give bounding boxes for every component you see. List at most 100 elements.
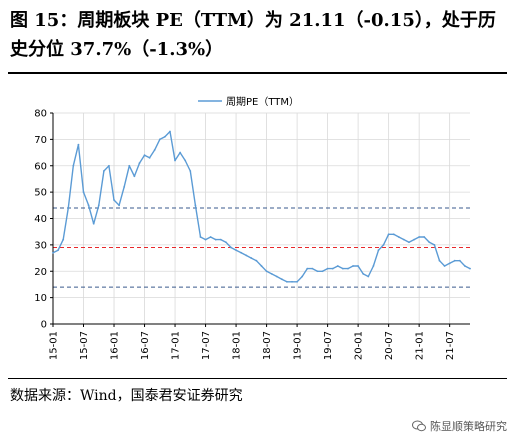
watermark: 陈显顺策略研究 xyxy=(412,418,507,434)
data-point xyxy=(57,249,59,252)
data-point xyxy=(397,236,400,238)
data-point xyxy=(153,149,156,151)
data-point xyxy=(341,267,344,270)
data-point xyxy=(87,204,90,207)
data-point xyxy=(209,236,212,238)
y-tick-label: 50 xyxy=(34,188,47,199)
line-chart: 0 10 20 30 40 50 60 70 80 15-01 15-07 16-01 16-07 17… xyxy=(0,80,515,375)
data-point xyxy=(255,259,258,262)
wechat-icon xyxy=(412,420,426,432)
data-point xyxy=(102,170,105,172)
data-point xyxy=(438,259,441,262)
data-point xyxy=(443,265,446,267)
data-point xyxy=(128,164,131,167)
data-point xyxy=(92,222,95,225)
data-point xyxy=(428,241,431,244)
data-point xyxy=(52,251,54,254)
data-point xyxy=(260,265,263,267)
y-tick-label: 70 xyxy=(34,135,47,146)
y-tick-label: 80 xyxy=(34,109,47,120)
data-point xyxy=(377,249,380,252)
data-point xyxy=(250,257,253,259)
data-point xyxy=(418,236,421,238)
data-point xyxy=(72,164,75,167)
data-point xyxy=(123,185,126,188)
data-point xyxy=(286,280,288,283)
y-tick-label: 0 xyxy=(41,320,47,331)
x-tick-label: 15-07 xyxy=(79,331,90,360)
data-point xyxy=(413,238,415,241)
data-point xyxy=(113,199,115,201)
data-point xyxy=(245,254,248,257)
data-point xyxy=(372,265,375,267)
y-tick-label: 60 xyxy=(34,161,47,172)
data-point xyxy=(306,267,309,270)
data-point xyxy=(189,170,192,172)
data-point xyxy=(387,233,390,236)
data-point xyxy=(143,154,146,157)
data-point xyxy=(118,204,121,207)
x-tick-label: 18-01 xyxy=(232,331,243,360)
watermark-text: 陈显顺策略研究 xyxy=(430,420,507,433)
data-point xyxy=(62,238,65,241)
legend-label: 周期PE（TTM） xyxy=(226,96,299,108)
data-point xyxy=(219,238,222,241)
x-tick-labels: 15-01 15-07 16-01 16-07 17-01 17-07 18-01 18-07… xyxy=(49,331,457,360)
data-point xyxy=(336,265,339,267)
data-point xyxy=(392,233,395,236)
data-point xyxy=(433,243,436,246)
data-point xyxy=(362,272,365,275)
x-tick-label: 17-01 xyxy=(171,331,182,360)
data-point xyxy=(311,267,314,270)
axes xyxy=(50,112,470,327)
y-tick-label: 10 xyxy=(34,293,47,304)
x-tick-label: 17-07 xyxy=(201,331,212,360)
data-point xyxy=(148,156,151,159)
data-point xyxy=(367,275,370,278)
x-tick-label: 19-07 xyxy=(323,331,334,360)
data-point xyxy=(402,238,405,241)
data-point xyxy=(77,143,80,146)
data-point xyxy=(179,151,182,154)
source-note: 数据来源：Wind，国泰君安证券研究 xyxy=(10,388,243,404)
top-rule xyxy=(8,72,507,74)
data-point xyxy=(275,275,278,278)
series-lines xyxy=(52,130,471,283)
legend: 周期PE（TTM） xyxy=(198,96,299,108)
data-point xyxy=(194,204,197,207)
data-point xyxy=(321,270,324,273)
data-point xyxy=(464,265,466,267)
y-tick-label: 40 xyxy=(34,214,47,225)
data-point xyxy=(347,267,349,270)
data-point xyxy=(448,262,451,265)
data-point xyxy=(382,243,385,246)
data-point xyxy=(97,204,100,207)
data-point xyxy=(423,236,426,238)
chart-title: 图 15：周期板块 PE（TTM）为 21.11（-0.15），处于历史分位 3… xyxy=(10,10,496,60)
data-point xyxy=(458,259,461,262)
y-tick-labels: 0 10 20 30 40 50 60 70 80 xyxy=(34,109,47,331)
x-tick-label: 16-07 xyxy=(140,331,151,360)
data-point xyxy=(301,275,304,278)
data-point xyxy=(163,135,166,138)
x-tick-label: 20-07 xyxy=(384,331,395,360)
data-point xyxy=(331,267,334,270)
bottom-rule xyxy=(8,378,507,379)
data-point xyxy=(453,259,456,262)
data-point xyxy=(174,159,176,162)
data-point xyxy=(265,270,268,273)
y-tick-label: 20 xyxy=(34,267,47,278)
data-point xyxy=(280,278,283,281)
x-tick-label: 15-01 xyxy=(49,331,60,360)
data-point xyxy=(240,251,243,254)
data-point xyxy=(225,241,227,244)
data-point xyxy=(291,280,293,283)
data-point xyxy=(199,236,202,238)
x-tick-label: 21-07 xyxy=(445,331,456,360)
data-point xyxy=(169,130,171,133)
data-point xyxy=(408,241,410,244)
data-point xyxy=(316,270,319,273)
data-point xyxy=(82,191,85,194)
data-point xyxy=(326,267,329,270)
data-point xyxy=(469,267,471,270)
